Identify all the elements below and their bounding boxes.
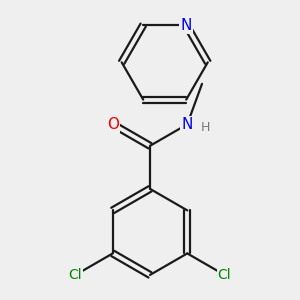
Text: Cl: Cl [218,268,231,282]
Text: N: N [181,18,192,33]
Text: O: O [107,117,119,132]
Text: N: N [182,117,193,132]
Text: H: H [200,121,210,134]
Text: Cl: Cl [69,268,82,282]
